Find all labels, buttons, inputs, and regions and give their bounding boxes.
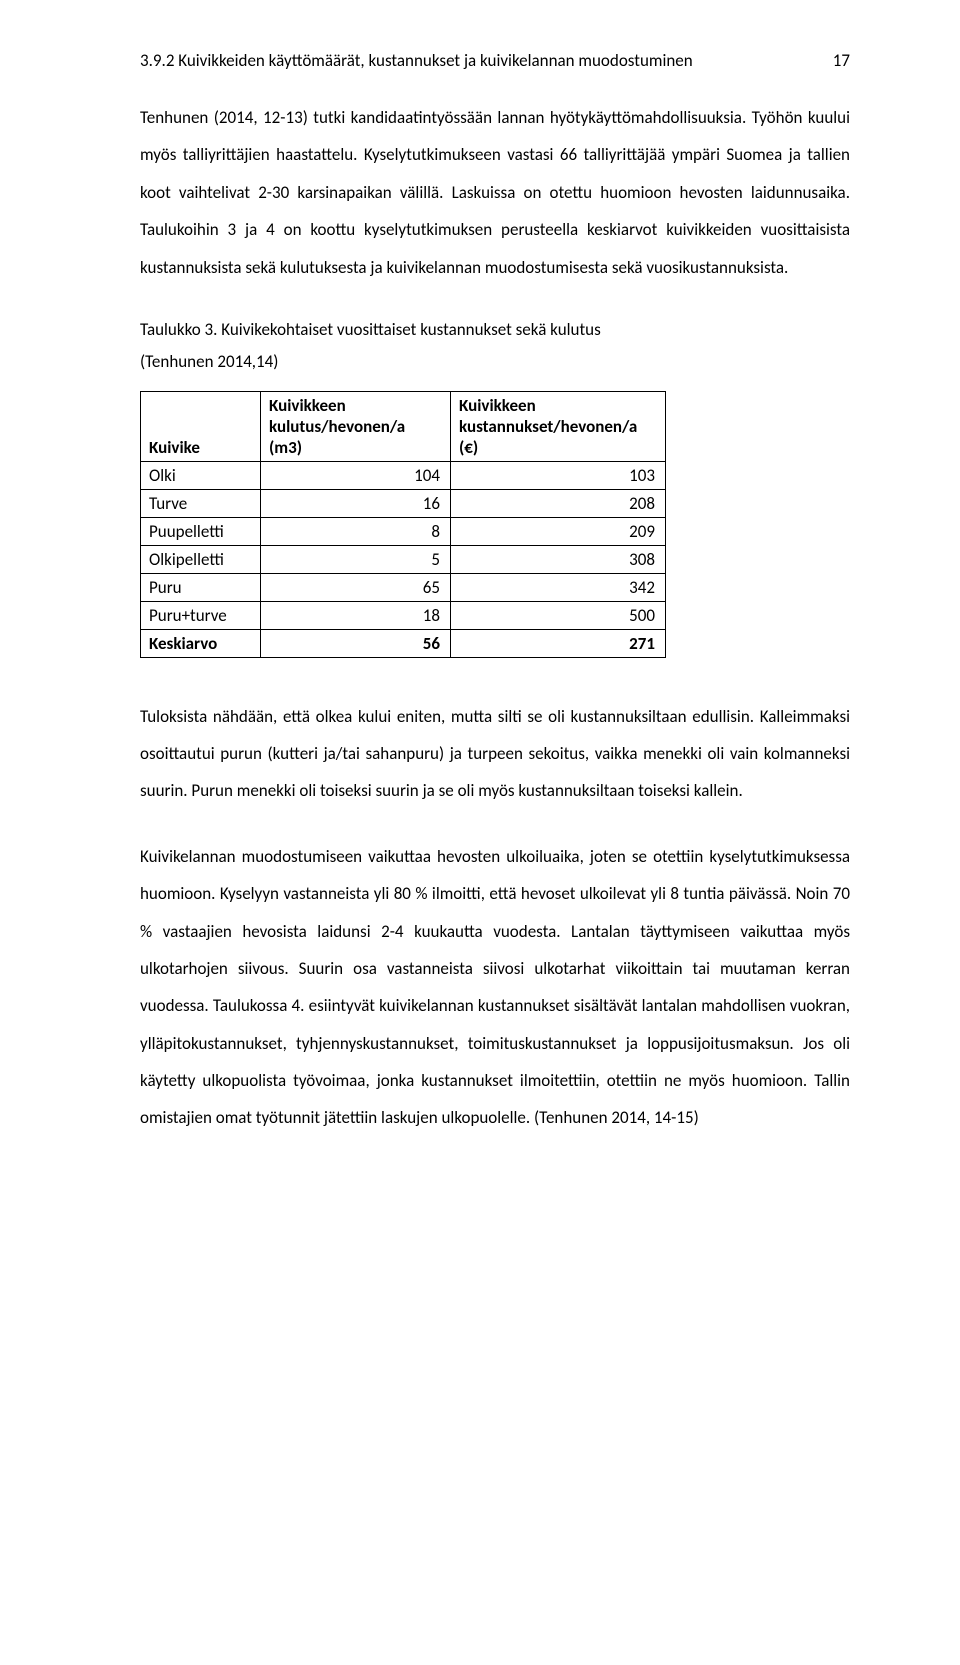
row-cost: 308 <box>451 545 666 573</box>
row-label: Puupelletti <box>141 517 261 545</box>
row-label: Keskiarvo <box>141 629 261 657</box>
row-label: Olki <box>141 461 261 489</box>
paragraph-3: Kuivikelannan muodostumiseen vaikuttaa h… <box>140 838 850 1137</box>
page: 17 3.9.2 Kuivikkeiden käyttömäärät, kust… <box>0 0 960 1665</box>
row-consumption: 18 <box>261 601 451 629</box>
table-caption: Taulukko 3. Kuivikekohtaiset vuosittaise… <box>140 314 850 379</box>
paragraph-2: Tuloksista nähdään, että olkea kului eni… <box>140 698 850 810</box>
table-row: Puru+turve18500 <box>141 601 666 629</box>
page-number: 17 <box>833 50 850 71</box>
row-cost: 208 <box>451 489 666 517</box>
table-row: Turve16208 <box>141 489 666 517</box>
table-row: Puupelletti8209 <box>141 517 666 545</box>
row-cost: 271 <box>451 629 666 657</box>
table-row: Olkipelletti5308 <box>141 545 666 573</box>
row-consumption: 16 <box>261 489 451 517</box>
cost-table: Kuivike Kuivikkeen kulutus/hevonen/a (m3… <box>140 391 666 658</box>
row-cost: 342 <box>451 573 666 601</box>
col-header-cost: Kuivikkeen kustannukset/hevonen/a (€) <box>451 391 666 461</box>
row-consumption: 5 <box>261 545 451 573</box>
table-caption-line1: Taulukko 3. Kuivikekohtaiset vuosittaise… <box>140 319 601 340</box>
row-cost: 103 <box>451 461 666 489</box>
row-cost: 500 <box>451 601 666 629</box>
row-label: Turve <box>141 489 261 517</box>
col-header-consumption: Kuivikkeen kulutus/hevonen/a (m3) <box>261 391 451 461</box>
row-cost: 209 <box>451 517 666 545</box>
row-consumption: 8 <box>261 517 451 545</box>
row-label: Puru <box>141 573 261 601</box>
table-row: Olki104103 <box>141 461 666 489</box>
row-consumption: 56 <box>261 629 451 657</box>
row-consumption: 65 <box>261 573 451 601</box>
table-row: Keskiarvo56271 <box>141 629 666 657</box>
table-row: Puru65342 <box>141 573 666 601</box>
row-label: Olkipelletti <box>141 545 261 573</box>
table-caption-line2: (Tenhunen 2014,14) <box>140 351 278 372</box>
col-header-kuivike: Kuivike <box>141 391 261 461</box>
table-header-row: Kuivike Kuivikkeen kulutus/hevonen/a (m3… <box>141 391 666 461</box>
paragraph-1: Tenhunen (2014, 12-13) tutki kandidaatin… <box>140 99 850 286</box>
row-label: Puru+turve <box>141 601 261 629</box>
row-consumption: 104 <box>261 461 451 489</box>
section-heading: 3.9.2 Kuivikkeiden käyttömäärät, kustann… <box>140 50 850 71</box>
